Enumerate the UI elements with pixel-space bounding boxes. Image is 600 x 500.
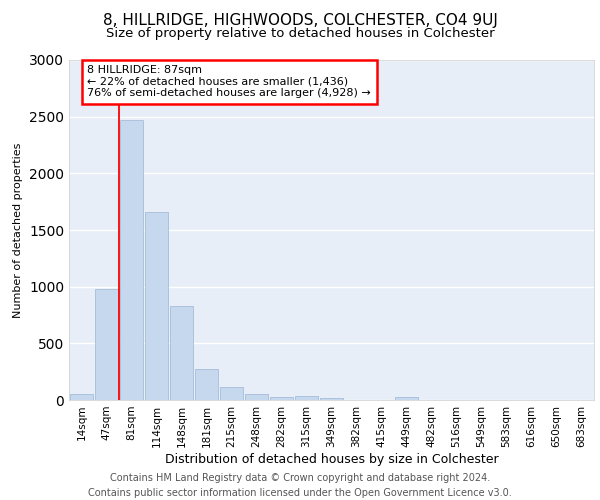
Bar: [245, 394, 268, 400]
Bar: [170, 306, 193, 400]
Bar: [395, 396, 418, 400]
Bar: [120, 120, 143, 400]
Bar: [320, 398, 343, 400]
Text: 8, HILLRIDGE, HIGHWOODS, COLCHESTER, CO4 9UJ: 8, HILLRIDGE, HIGHWOODS, COLCHESTER, CO4…: [103, 12, 497, 28]
Bar: [295, 396, 318, 400]
Text: Size of property relative to detached houses in Colchester: Size of property relative to detached ho…: [106, 28, 494, 40]
X-axis label: Distribution of detached houses by size in Colchester: Distribution of detached houses by size …: [164, 452, 499, 466]
Bar: [195, 370, 218, 400]
Y-axis label: Number of detached properties: Number of detached properties: [13, 142, 23, 318]
Bar: [95, 289, 118, 400]
Bar: [220, 387, 243, 400]
Bar: [270, 396, 293, 400]
Bar: [145, 212, 168, 400]
Text: Contains HM Land Registry data © Crown copyright and database right 2024.
Contai: Contains HM Land Registry data © Crown c…: [88, 472, 512, 498]
Bar: [70, 394, 93, 400]
Text: 8 HILLRIDGE: 87sqm
← 22% of detached houses are smaller (1,436)
76% of semi-deta: 8 HILLRIDGE: 87sqm ← 22% of detached hou…: [88, 65, 371, 98]
